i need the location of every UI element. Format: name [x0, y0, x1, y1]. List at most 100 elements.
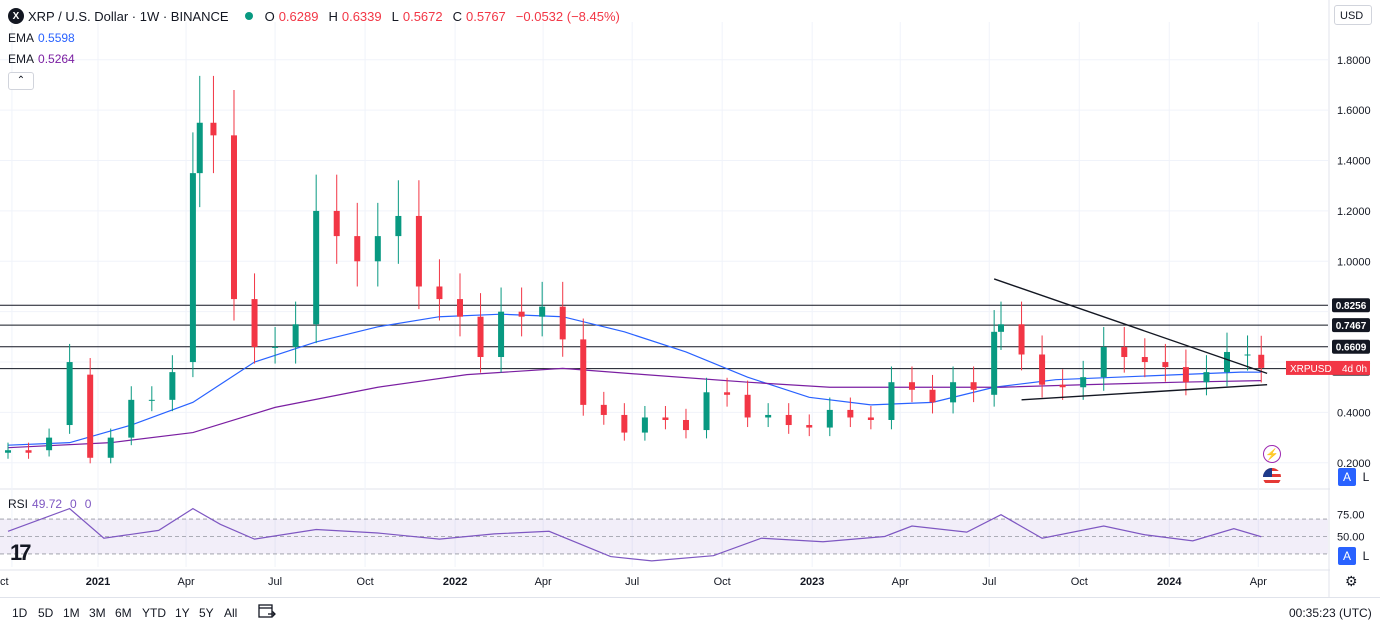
candle-up[interactable] [641, 417, 648, 433]
candle-down[interactable] [1121, 346, 1128, 358]
timeframe-3m[interactable]: 3M [89, 606, 106, 620]
candle-up[interactable] [1223, 351, 1230, 373]
candle-down[interactable] [87, 374, 94, 458]
candle-down[interactable] [744, 394, 751, 418]
candle-up[interactable] [189, 173, 196, 363]
candle-up[interactable] [128, 399, 135, 438]
candle-up[interactable] [498, 311, 505, 358]
ema-slow-line[interactable] [7, 367, 1262, 449]
candle-down[interactable] [333, 210, 340, 237]
ascending-trendline[interactable] [1021, 384, 1268, 401]
candle-down[interactable] [1182, 367, 1189, 383]
candle-up[interactable] [169, 372, 176, 400]
candle-up[interactable] [826, 409, 833, 428]
rsi-log-scale-button[interactable]: L [1357, 547, 1375, 565]
rsi-line[interactable] [7, 507, 1262, 562]
candle-up[interactable] [374, 236, 381, 262]
candle-down[interactable] [210, 122, 217, 136]
tradingview-logo[interactable]: 17 [10, 540, 32, 565]
timeframe-1y[interactable]: 1Y [175, 606, 190, 620]
candle-down[interactable] [908, 382, 915, 390]
candle-down[interactable] [1018, 324, 1025, 355]
utc-clock[interactable]: 00:35:23 (UTC) [1289, 606, 1372, 620]
candle-up[interactable] [991, 331, 998, 395]
candle-up[interactable] [66, 362, 73, 426]
candle-up[interactable] [313, 210, 320, 325]
timeframe-6m[interactable]: 6M [115, 606, 132, 620]
candle-down[interactable] [1039, 354, 1046, 385]
candle-down[interactable] [662, 417, 669, 420]
candle-up[interactable] [395, 215, 402, 237]
candle-up[interactable] [950, 382, 957, 403]
candle-down[interactable] [518, 311, 525, 317]
candle-down[interactable] [354, 236, 361, 262]
candle-down[interactable] [230, 135, 237, 300]
rsi-auto-scale-button[interactable]: A [1338, 547, 1356, 565]
candle-down[interactable] [806, 425, 813, 428]
candle-up[interactable] [539, 306, 546, 317]
low-value: 0.5672 [402, 8, 443, 24]
candle-down[interactable] [477, 316, 484, 358]
ema-fast-line[interactable] [7, 313, 1262, 446]
candle-down[interactable] [580, 339, 587, 405]
ema-fast-value: 0.5598 [38, 31, 75, 45]
candle-up[interactable] [1080, 377, 1087, 388]
candle-up[interactable] [148, 399, 155, 401]
candle-down[interactable] [621, 414, 628, 433]
candle-up[interactable] [196, 122, 203, 174]
timeframe-5d[interactable]: 5D [38, 606, 54, 620]
candle-up[interactable] [46, 437, 53, 451]
candle-up[interactable] [998, 324, 1005, 332]
auto-scale-button[interactable]: A [1338, 468, 1356, 486]
candle-down[interactable] [25, 450, 32, 453]
currency-select[interactable]: USD [1334, 5, 1372, 25]
descending-trendline[interactable] [993, 278, 1268, 375]
ema-slow-legend[interactable]: EMA 0.5264 [8, 52, 75, 66]
candle-down[interactable] [436, 286, 443, 300]
candle-down[interactable] [600, 404, 607, 415]
candle-down[interactable] [251, 299, 258, 347]
timeframe-all[interactable]: All [224, 606, 238, 620]
rsi-legend[interactable]: RSI 49.72 0 0 [8, 497, 95, 511]
timeframe-1d[interactable]: 1D [12, 606, 28, 620]
candle-down[interactable] [785, 414, 792, 426]
candle-down[interactable] [415, 215, 422, 287]
candle-up[interactable] [1100, 346, 1107, 378]
candle-down[interactable] [559, 306, 566, 340]
candle-down[interactable] [970, 382, 977, 390]
candle-down[interactable] [847, 409, 854, 418]
candle-up[interactable] [272, 346, 279, 348]
collapse-legend-button[interactable]: ⌃ [8, 72, 34, 90]
candle-down[interactable] [682, 419, 689, 431]
candle-down[interactable] [1059, 384, 1066, 388]
candle-down[interactable] [867, 417, 874, 420]
candle-down[interactable] [1258, 354, 1265, 368]
candle-down[interactable] [929, 389, 936, 403]
timeframe-ytd[interactable]: YTD [142, 606, 166, 620]
timeframe-5y[interactable]: 5Y [199, 606, 214, 620]
log-scale-button[interactable]: L [1357, 468, 1375, 486]
level-label-box [1332, 318, 1370, 333]
gear-icon[interactable]: ⚙ [1345, 573, 1358, 589]
level-label: 0.6609 [1336, 343, 1367, 354]
symbol-title[interactable]: XRP / U.S. Dollar · 1W · BINANCE [28, 8, 229, 24]
candle-down[interactable] [1141, 357, 1148, 363]
candle-down[interactable] [724, 392, 731, 395]
candle-down[interactable] [1162, 362, 1169, 368]
candle-up[interactable] [292, 324, 299, 347]
candle-up[interactable] [765, 414, 772, 418]
price-chart[interactable]: 1.8000 1.6000 1.4000 1.2000 1.0000 0.4000 0.20… [0, 0, 1380, 597]
timeframe-1m[interactable]: 1M [63, 606, 80, 620]
candle-down[interactable] [456, 299, 463, 317]
candle-up[interactable] [703, 392, 710, 431]
us-flag-icon[interactable] [1263, 468, 1281, 486]
candle-up[interactable] [888, 382, 895, 420]
candle-up[interactable] [1203, 372, 1210, 383]
lightning-icon[interactable]: ⚡ [1263, 445, 1281, 463]
candle-up[interactable] [1244, 354, 1251, 356]
candle-up[interactable] [107, 437, 114, 458]
ema-fast-legend[interactable]: EMA 0.5598 [8, 31, 75, 45]
candle-up[interactable] [5, 450, 11, 453]
ema-slow-label: EMA [8, 52, 35, 66]
calendar-range-icon[interactable] [258, 603, 276, 619]
